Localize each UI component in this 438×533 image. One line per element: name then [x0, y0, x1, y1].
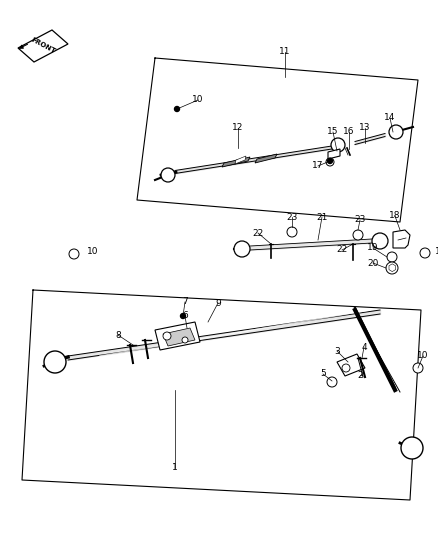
Text: 23: 23 — [286, 213, 298, 222]
Circle shape — [386, 262, 398, 274]
Circle shape — [163, 332, 171, 340]
Text: 1: 1 — [172, 464, 178, 472]
Circle shape — [44, 351, 66, 373]
Circle shape — [328, 158, 332, 164]
Text: 7: 7 — [182, 297, 188, 306]
Circle shape — [327, 377, 337, 387]
Polygon shape — [235, 156, 246, 164]
Circle shape — [234, 241, 250, 257]
Text: 10: 10 — [435, 246, 438, 255]
Circle shape — [372, 233, 388, 249]
Circle shape — [69, 249, 79, 259]
Polygon shape — [393, 230, 410, 248]
Circle shape — [182, 337, 188, 343]
Text: 6: 6 — [182, 311, 188, 320]
Circle shape — [401, 437, 423, 459]
Text: 15: 15 — [327, 127, 339, 136]
Text: 9: 9 — [215, 298, 221, 308]
Text: ⬡: ⬡ — [388, 263, 396, 273]
Circle shape — [353, 230, 363, 240]
Text: FRONT: FRONT — [30, 37, 57, 55]
Text: 10: 10 — [417, 351, 429, 360]
Text: 22: 22 — [336, 246, 348, 254]
Text: 10: 10 — [192, 95, 204, 104]
Circle shape — [287, 227, 297, 237]
Text: 5: 5 — [320, 369, 326, 378]
Text: 8: 8 — [115, 330, 121, 340]
Circle shape — [174, 107, 180, 111]
Text: 2: 2 — [357, 370, 363, 379]
Circle shape — [326, 158, 334, 166]
Text: 20: 20 — [367, 259, 379, 268]
Text: 3: 3 — [334, 346, 340, 356]
Text: 12: 12 — [232, 124, 244, 133]
Circle shape — [413, 363, 423, 373]
Text: 16: 16 — [343, 127, 355, 136]
Polygon shape — [255, 154, 277, 163]
Text: 21: 21 — [316, 213, 328, 222]
Polygon shape — [18, 30, 68, 62]
Circle shape — [180, 313, 186, 319]
Circle shape — [342, 364, 350, 372]
Circle shape — [331, 138, 345, 152]
Text: 19: 19 — [367, 244, 379, 253]
Polygon shape — [222, 157, 250, 167]
Text: 22: 22 — [252, 229, 264, 238]
Text: 13: 13 — [359, 124, 371, 133]
Polygon shape — [155, 322, 200, 350]
Text: 18: 18 — [389, 212, 401, 221]
Circle shape — [387, 252, 397, 262]
Text: 11: 11 — [279, 47, 291, 56]
Text: 14: 14 — [384, 114, 396, 123]
Polygon shape — [337, 354, 365, 376]
Polygon shape — [163, 328, 195, 346]
Text: 10: 10 — [87, 247, 99, 256]
Text: 17: 17 — [312, 161, 324, 171]
Circle shape — [420, 248, 430, 258]
Polygon shape — [328, 149, 340, 159]
Text: 23: 23 — [354, 215, 366, 224]
Circle shape — [161, 168, 175, 182]
Circle shape — [389, 125, 403, 139]
Text: 4: 4 — [361, 343, 367, 351]
